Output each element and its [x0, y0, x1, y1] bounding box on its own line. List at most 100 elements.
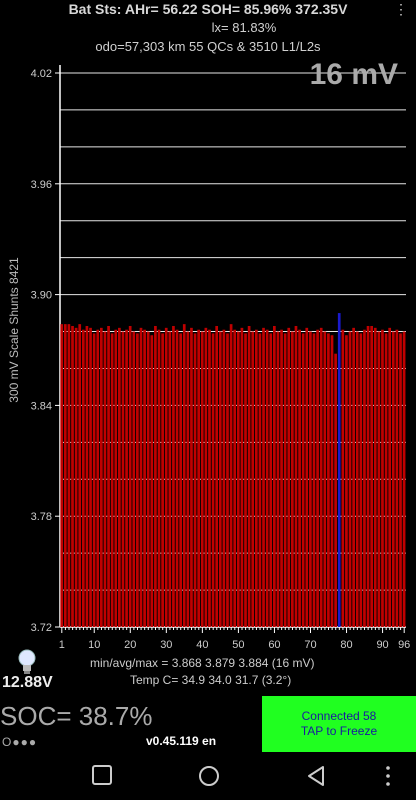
home-icon[interactable] [197, 764, 221, 788]
bar-cell-24[interactable] [143, 329, 146, 627]
bar-cell-76[interactable] [330, 335, 334, 627]
bar-cell-21[interactable] [132, 331, 136, 627]
bar-cell-53[interactable] [247, 325, 251, 627]
bar-cell-29[interactable] [161, 333, 164, 627]
bar-cell-26[interactable] [150, 335, 154, 627]
bar-cell-12[interactable] [99, 327, 103, 627]
bar-cell-33[interactable] [175, 329, 179, 627]
bar-cell-82[interactable] [352, 327, 355, 627]
bar-cell-85[interactable] [363, 329, 366, 627]
bar-cell-13[interactable] [103, 331, 107, 627]
bar-cell-5[interactable] [74, 327, 78, 627]
bar-cell-27[interactable] [154, 325, 157, 627]
freeze-button[interactable]: Connected 58 TAP to Freeze [262, 696, 416, 752]
bar-cell-91[interactable] [384, 333, 388, 627]
bar-cell-47[interactable] [226, 333, 229, 627]
bar-cell-92[interactable] [388, 327, 392, 627]
bar-cell-43[interactable] [211, 333, 215, 627]
bar-cell-2[interactable] [63, 324, 67, 627]
bar-cell-50[interactable] [236, 331, 240, 627]
bar-cell-4[interactable] [71, 325, 74, 627]
bar-cell-71[interactable] [312, 333, 316, 627]
bar-cell-93[interactable] [391, 331, 395, 627]
cell-voltage-chart[interactable]: 4.02 3.96 3.90 3.84 3.78 3.72 1 10 20 30 40 50 60 70… [0, 60, 416, 660]
bar-cell-84[interactable] [359, 333, 363, 627]
bar-cell-51[interactable] [240, 327, 244, 627]
bar-cell-22[interactable] [136, 333, 139, 627]
bar-cell-72[interactable] [316, 329, 319, 627]
bar-cell-3[interactable] [67, 324, 71, 627]
bar-cell-96[interactable] [402, 331, 406, 627]
bar-cell-38[interactable] [193, 333, 197, 627]
bar-cell-55[interactable] [254, 329, 258, 627]
more-icon[interactable] [384, 764, 392, 788]
bar-cell-69[interactable] [305, 327, 309, 627]
bar-cell-64[interactable] [287, 327, 291, 627]
bar-cell-77[interactable] [334, 353, 337, 627]
back-icon[interactable] [305, 764, 327, 788]
bar-cell-67[interactable] [298, 329, 301, 627]
bar-cell-89[interactable] [377, 331, 381, 627]
bar-cell-78[interactable] [337, 313, 341, 627]
bar-cell-18[interactable] [121, 331, 125, 627]
bar-cell-19[interactable] [125, 329, 128, 627]
bar-cell-57[interactable] [262, 327, 265, 627]
bar-cell-39[interactable] [197, 329, 201, 627]
bar-cell-1[interactable] [60, 324, 64, 627]
bar-cell-65[interactable] [291, 331, 294, 627]
bar-cell-94[interactable] [395, 329, 399, 627]
bar-cell-45[interactable] [218, 331, 222, 627]
bar-cell-86[interactable] [366, 325, 370, 627]
bar-cell-87[interactable] [370, 325, 374, 627]
bar-cell-35[interactable] [182, 324, 186, 627]
bar-cell-56[interactable] [258, 333, 262, 627]
bar-cell-31[interactable] [168, 331, 172, 627]
bar-cell-62[interactable] [280, 329, 283, 627]
bar-cell-6[interactable] [78, 324, 82, 627]
bar-cell-95[interactable] [399, 333, 402, 627]
bar-cell-48[interactable] [229, 324, 233, 627]
bar-cell-23[interactable] [139, 327, 143, 627]
bar-cell-9[interactable] [89, 327, 92, 627]
bar-cell-37[interactable] [190, 327, 193, 627]
bar-cell-81[interactable] [348, 331, 352, 627]
bar-cell-75[interactable] [327, 333, 330, 627]
bar-cell-79[interactable] [341, 329, 345, 627]
bar-cell-20[interactable] [128, 325, 132, 627]
bar-cell-66[interactable] [294, 325, 298, 627]
bar-cell-70[interactable] [309, 331, 312, 627]
bar-cell-14[interactable] [107, 325, 110, 627]
bar-cell-7[interactable] [81, 329, 85, 627]
bar-cell-15[interactable] [110, 333, 114, 627]
recents-icon[interactable] [91, 764, 113, 786]
bar-cell-36[interactable] [186, 331, 190, 627]
overflow-menu-icon[interactable]: ⋮ [394, 1, 408, 17]
bar-cell-8[interactable] [85, 325, 89, 627]
bar-cell-30[interactable] [164, 327, 168, 627]
bar-cell-16[interactable] [114, 329, 118, 627]
bar-cell-80[interactable] [345, 335, 348, 627]
bar-cell-44[interactable] [215, 325, 219, 627]
bar-cell-28[interactable] [157, 329, 161, 627]
bar-cell-54[interactable] [251, 331, 255, 627]
bar-cell-11[interactable] [96, 329, 100, 627]
bar-cell-46[interactable] [222, 329, 226, 627]
bar-cell-63[interactable] [283, 333, 287, 627]
bar-cell-52[interactable] [244, 333, 247, 627]
bar-cell-10[interactable] [92, 333, 96, 627]
bar-cell-41[interactable] [204, 327, 208, 627]
bar-cell-17[interactable] [118, 327, 121, 627]
bar-cell-59[interactable] [269, 333, 273, 627]
bar-cell-34[interactable] [179, 333, 182, 627]
bar-cell-73[interactable] [319, 327, 323, 627]
bar-cell-74[interactable] [323, 331, 327, 627]
bar-cell-49[interactable] [233, 329, 237, 627]
bar-cell-83[interactable] [355, 331, 359, 627]
bar-cell-90[interactable] [381, 329, 384, 627]
bar-cell-58[interactable] [265, 329, 269, 627]
bar-cell-88[interactable] [373, 327, 377, 627]
bar-cell-60[interactable] [272, 325, 276, 627]
lightbulb-icon[interactable] [17, 648, 37, 676]
bar-cell-25[interactable] [146, 331, 150, 627]
bar-cell-61[interactable] [276, 331, 280, 627]
